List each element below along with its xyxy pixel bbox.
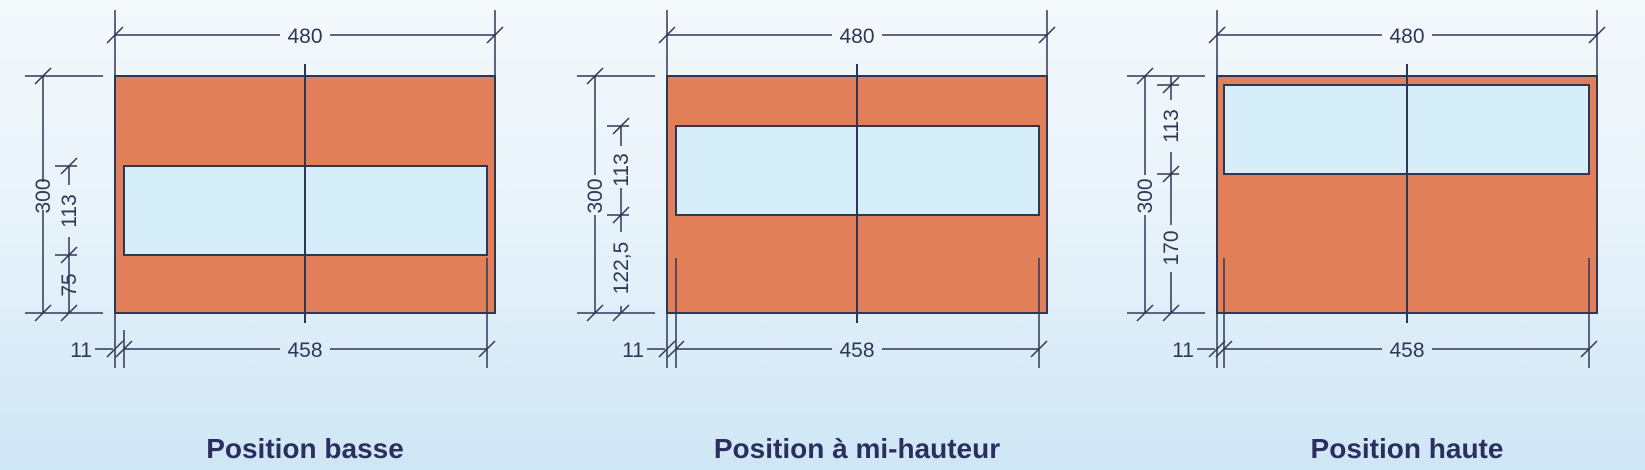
dim-opening-label: 113 xyxy=(58,194,81,227)
top-dimension xyxy=(658,10,1056,76)
bottom-dimension xyxy=(647,313,1048,368)
bottom-dimension xyxy=(95,313,496,368)
panel-mid: 480 300 113 122,5 xyxy=(577,10,1056,464)
dim-height-label: 300 xyxy=(584,178,607,213)
top-dimension xyxy=(106,10,504,76)
dim-below-label: 170 xyxy=(1160,230,1183,265)
dim-offset-label: 11 xyxy=(1172,339,1194,362)
dim-opening-label: 113 xyxy=(1160,109,1183,142)
panel-low: 480 300 113 75 xyxy=(25,10,504,464)
left-dimensions xyxy=(577,67,655,322)
panel-caption: Position haute xyxy=(1311,433,1504,464)
top-dimension xyxy=(1208,10,1606,76)
panel-caption: Position à mi-hauteur xyxy=(714,433,1000,464)
dim-inner-width-label: 458 xyxy=(1389,339,1424,362)
dim-height-label: 300 xyxy=(1134,178,1157,213)
dim-below-label: 75 xyxy=(58,273,81,296)
dim-offset-label: 11 xyxy=(622,339,644,362)
left-dimensions xyxy=(1127,67,1205,322)
dim-offset-label: 11 xyxy=(70,339,92,362)
dim-opening-label: 113 xyxy=(610,153,633,186)
dim-inner-width-label: 458 xyxy=(839,339,874,362)
dim-width-label: 480 xyxy=(287,25,322,48)
dim-inner-width-label: 458 xyxy=(287,339,322,362)
dim-height-label: 300 xyxy=(32,178,55,213)
dim-width-label: 480 xyxy=(1389,25,1424,48)
dim-below-label: 122,5 xyxy=(610,242,633,295)
dim-width-label: 480 xyxy=(839,25,874,48)
panel-high: 480 300 113 170 xyxy=(1127,10,1606,464)
left-dimensions xyxy=(25,67,103,322)
panel-caption: Position basse xyxy=(206,433,404,464)
bottom-dimension xyxy=(1197,313,1598,368)
